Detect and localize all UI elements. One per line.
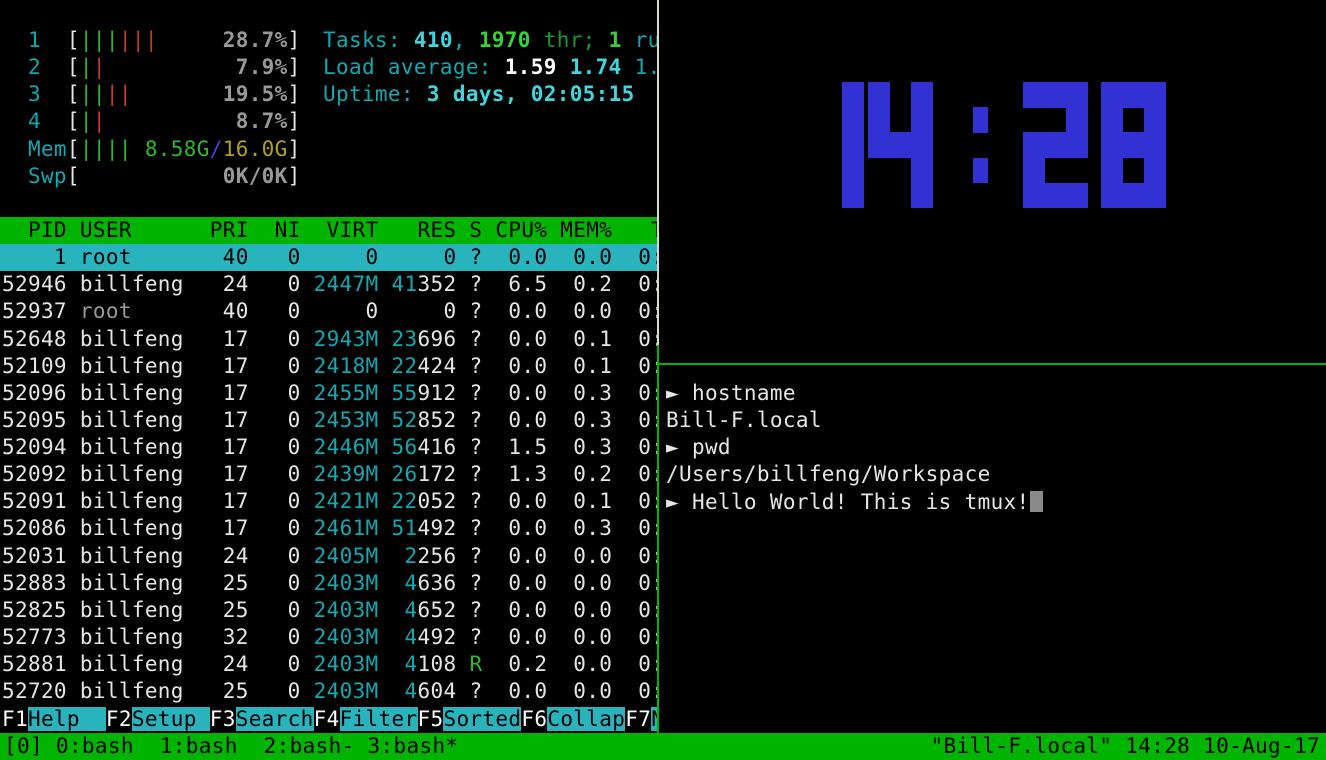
table-row[interactable]: 52825 billfeng 25 0 2403M 4652 ? 0.0 0.0… bbox=[2, 597, 657, 622]
shell-command-line[interactable]: ► pwd bbox=[666, 435, 731, 460]
shell-pane[interactable]: ► hostname Bill-F.local ► pwd/Users/billfe… bbox=[666, 380, 1321, 516]
table-row[interactable]: 52095 billfeng 17 0 2453M 52852 ? 0.0 0.… bbox=[2, 407, 657, 432]
cpu-meter[interactable]: 3 [|||| 19.5%] bbox=[2, 82, 301, 107]
tmux-pane-border-horizontal-active[interactable] bbox=[659, 363, 1326, 365]
fkey-f7-button[interactable]: F7N bbox=[625, 707, 657, 731]
table-row[interactable]: 52937 root 40 0 0 0 ? 0.0 0.0 0: bbox=[2, 299, 657, 324]
clock-segment bbox=[842, 182, 864, 209]
shell-output-line[interactable]: /Users/billfeng/Workspace bbox=[666, 462, 991, 487]
table-row[interactable]: 52092 billfeng 17 0 2439M 26172 ? 1.3 0.… bbox=[2, 462, 657, 487]
clock-segment bbox=[1101, 182, 1123, 209]
clock-segment bbox=[1122, 182, 1145, 209]
cpu-meter[interactable]: 2 [|| 7.9%] bbox=[2, 55, 301, 80]
tmux-status-bar: [0] 0:bash 1:bash 2:bash- 3:bash* "Bill-… bbox=[0, 733, 1326, 760]
table-row[interactable]: 52720 billfeng 25 0 2403M 4604 ? 0.0 0.0… bbox=[2, 679, 657, 704]
clock-segment bbox=[889, 132, 912, 159]
clock-segment bbox=[1101, 82, 1123, 108]
clock-segment bbox=[842, 157, 864, 184]
clock-segment bbox=[1023, 182, 1045, 209]
clock-segment bbox=[1144, 82, 1166, 108]
tmux-host-and-time: "Bill-F.local" 14:28 10-Aug-17 bbox=[930, 734, 1320, 758]
fkey-f5-button[interactable]: F5Sorted bbox=[417, 707, 522, 731]
table-row[interactable]: 52881 billfeng 24 0 2403M 4108 R 0.2 0.0… bbox=[2, 652, 657, 676]
htop-function-key-bar: F1Help F2Setup F3SearchF4FilterF5SortedF… bbox=[2, 706, 657, 733]
clock-segment bbox=[1066, 107, 1088, 133]
clock-segment bbox=[1144, 157, 1166, 184]
cpu-meter[interactable]: 4 [|| 8.7%] bbox=[2, 109, 301, 134]
clock-segment bbox=[1101, 157, 1123, 184]
process-table: PID USER PRI NI VIRT RES S CPU% MEM% T 1… bbox=[0, 217, 657, 705]
process-table-header[interactable]: PID USER PRI NI VIRT RES S CPU% MEM% T bbox=[0, 217, 657, 245]
clock-segment bbox=[911, 82, 933, 108]
cpu-memory-meters: 1 [|||||| 28.7%] 2 [|| 7.9%] 3 [|||| 19.… bbox=[2, 27, 301, 190]
clock-segment bbox=[1023, 132, 1045, 159]
tasks-load-uptime-summary: Tasks: 410, 1970 thr; 1 ru Load average: … bbox=[323, 27, 657, 108]
table-row[interactable]: 52031 billfeng 24 0 2405M 2256 ? 0.0 0.0… bbox=[2, 543, 657, 568]
clock-segment bbox=[1122, 82, 1145, 108]
table-row[interactable]: 52883 billfeng 25 0 2403M 4636 ? 0.0 0.0… bbox=[2, 570, 657, 595]
table-row[interactable]: 1 root 40 0 0 0 ? 0.0 0.0 0: bbox=[0, 244, 657, 272]
clock-segment bbox=[1122, 132, 1145, 159]
clock-segment bbox=[842, 107, 864, 133]
uptime-line[interactable]: Uptime: 3 days, 02:05:15 bbox=[323, 82, 635, 107]
clock-segment bbox=[1101, 132, 1123, 159]
tmux-window-list[interactable]: [0] 0:bash 1:bash 2:bash- 3:bash* bbox=[4, 734, 459, 758]
clock-segment bbox=[1066, 182, 1088, 209]
process-table-body: 1 root 40 0 0 0 ? 0.0 0.0 0:52946 billfe… bbox=[0, 244, 657, 705]
clock-segment bbox=[1144, 107, 1166, 133]
table-row[interactable]: 52096 billfeng 17 0 2455M 55912 ? 0.0 0.… bbox=[2, 380, 657, 405]
clock-segment bbox=[868, 82, 890, 108]
clock-segment bbox=[911, 182, 933, 209]
clock-segment bbox=[1066, 82, 1088, 108]
htop-pane[interactable]: 1 [|||||| 28.7%] 2 [|| 7.9%] 3 [|||| 19.… bbox=[0, 0, 657, 733]
load-average-line[interactable]: Load average: 1.59 1.74 1. bbox=[323, 55, 657, 80]
table-row[interactable]: 52648 billfeng 17 0 2943M 23696 ? 0.0 0.… bbox=[2, 326, 657, 351]
clock-segment bbox=[1044, 82, 1067, 108]
shell-command-line[interactable]: ► hostname bbox=[666, 381, 796, 405]
clock-segment bbox=[911, 132, 933, 159]
clock-segment bbox=[868, 132, 890, 159]
clock-segment bbox=[1023, 82, 1045, 108]
clock-segment bbox=[911, 157, 933, 184]
clock-segment bbox=[842, 82, 864, 108]
swap-meter[interactable]: Swp[ 0K/0K] bbox=[2, 163, 301, 188]
cpu-meter[interactable]: 1 [|||||| 28.7%] bbox=[2, 28, 301, 52]
memory-meter[interactable]: Mem[|||| 8.58G/16.0G] bbox=[2, 136, 301, 161]
clock-segment bbox=[1044, 132, 1067, 159]
table-row[interactable]: 52094 billfeng 17 0 2446M 56416 ? 1.5 0.… bbox=[2, 435, 657, 459]
table-row[interactable]: 52091 billfeng 17 0 2421M 22052 ? 0.0 0.… bbox=[2, 489, 657, 514]
table-row[interactable]: 52086 billfeng 17 0 2461M 51492 ? 0.0 0.… bbox=[2, 516, 657, 541]
fkey-f6-button[interactable]: F6Collap bbox=[521, 707, 626, 731]
table-row[interactable]: 52946 billfeng 24 0 2447M 41352 ? 6.5 0.… bbox=[2, 272, 657, 297]
clock-segment bbox=[1144, 132, 1166, 159]
clock-segment bbox=[1044, 182, 1067, 209]
clock-segment bbox=[1023, 157, 1045, 184]
clock-segment bbox=[973, 107, 988, 133]
clock-segment bbox=[842, 132, 864, 159]
clock-segment bbox=[868, 107, 890, 133]
tmux-pane-border-vertical[interactable] bbox=[657, 0, 659, 345]
fkey-f1-button[interactable]: F1Help bbox=[2, 707, 106, 731]
clock-segment bbox=[1144, 182, 1166, 209]
shell-command-line[interactable]: ► Hello World! This is tmux! bbox=[666, 489, 1321, 516]
clock-segment bbox=[911, 107, 933, 133]
fkey-f3-button[interactable]: F3Search bbox=[209, 707, 314, 731]
fkey-f4-button[interactable]: F4Filter bbox=[313, 707, 418, 731]
table-row[interactable]: 52109 billfeng 17 0 2418M 22424 ? 0.0 0.… bbox=[2, 353, 657, 378]
terminal-cursor bbox=[1029, 490, 1043, 512]
clock-segment bbox=[973, 157, 988, 184]
tasks-line[interactable]: Tasks: 410, 1970 thr; 1 ru bbox=[323, 28, 657, 52]
tmux-pane-border-vertical-active[interactable] bbox=[657, 345, 659, 733]
table-row[interactable]: 52773 billfeng 32 0 2403M 4492 ? 0.0 0.0… bbox=[2, 624, 657, 649]
clock-segment bbox=[1066, 132, 1088, 159]
clock-segment bbox=[1101, 107, 1123, 133]
fkey-f2-button[interactable]: F2Setup bbox=[105, 707, 210, 731]
shell-output-line[interactable]: Bill-F.local bbox=[666, 408, 822, 433]
